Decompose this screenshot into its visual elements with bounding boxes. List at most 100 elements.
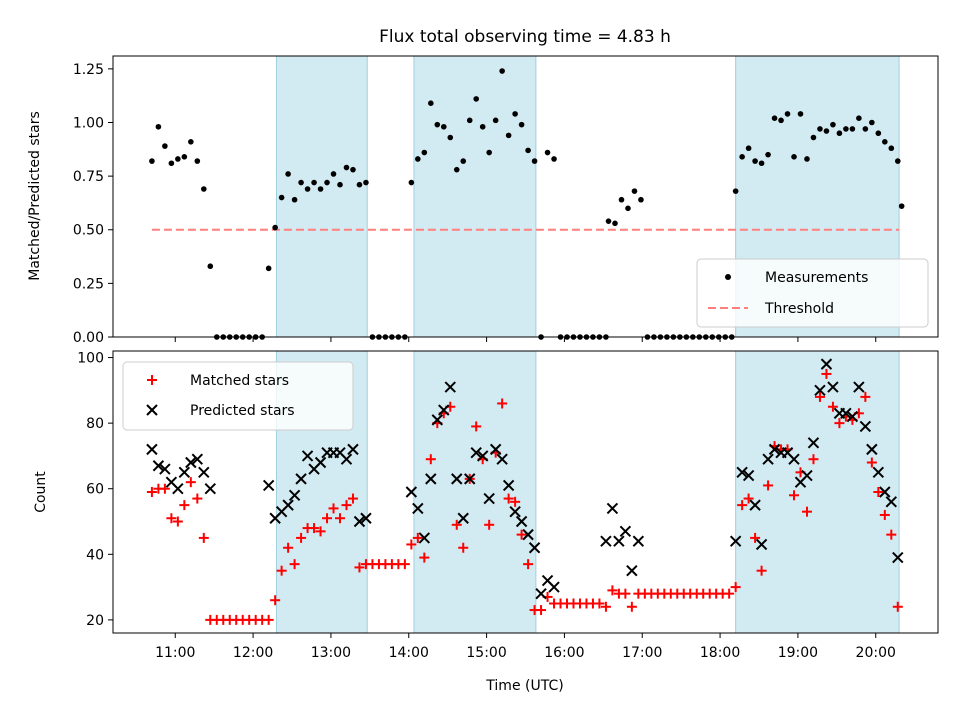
predicted-star-point — [827, 381, 839, 393]
measurement-point — [324, 179, 330, 186]
legend-measurements-label: Measurements — [765, 270, 868, 286]
matched-star-point — [309, 523, 320, 534]
matched-star-point — [789, 490, 800, 501]
measurement-point — [207, 263, 214, 270]
top-legend-box — [696, 258, 929, 328]
predicted-star-point — [451, 473, 463, 485]
bottom-y-tick-label: 80 — [86, 416, 104, 432]
predicted-star-point — [360, 512, 372, 524]
measurement-point — [804, 156, 810, 162]
matched-star-point — [471, 421, 482, 432]
predicted-star-point-b — [600, 535, 612, 547]
predicted-star-point-b — [418, 532, 431, 544]
predicted-star-point-b — [853, 381, 865, 393]
measurement-point — [486, 149, 492, 156]
measurement-point — [784, 111, 791, 117]
predicted-star-point-b — [347, 443, 359, 456]
predicted-star-point-b — [749, 499, 761, 511]
bottom-legend-box — [122, 361, 354, 431]
predicted-star-point — [282, 499, 294, 511]
predicted-star-point-b — [185, 456, 197, 469]
matched-star-point — [827, 401, 838, 412]
predicted-star-point — [146, 443, 158, 456]
predicted-star-point — [846, 410, 859, 423]
predicted-star-point — [729, 535, 742, 547]
predicted-star-point — [353, 515, 366, 528]
predicted-star-point — [340, 453, 353, 465]
measurement-point — [551, 156, 557, 162]
predicted-star-point-b — [535, 587, 547, 600]
predicted-star-point-b — [509, 505, 521, 518]
measurement-point — [631, 188, 638, 194]
legend-predicted-cross-b — [146, 404, 158, 416]
measurement-point — [479, 123, 486, 130]
matched-star-point — [600, 601, 611, 612]
predicted-star-point — [606, 502, 619, 515]
matched-star-point — [451, 519, 462, 530]
predicted-star-point — [859, 420, 872, 433]
predicted-star-point — [853, 381, 865, 393]
matched-star-point — [594, 598, 605, 609]
matched-star-point — [879, 509, 890, 520]
predicted-star-point-b — [152, 460, 165, 472]
predicted-star-point-b — [288, 489, 301, 501]
x-tick-label: 14:00 — [389, 645, 429, 661]
measurement-point — [638, 196, 644, 203]
matched-star-point — [821, 368, 832, 379]
predicted-star-point-b — [262, 479, 275, 492]
bottom-observing-band — [735, 350, 900, 634]
predicted-star-point — [489, 443, 502, 456]
bottom-y-tick-label: 60 — [86, 482, 104, 498]
matched-star-point — [192, 493, 203, 504]
predicted-star-point-b — [444, 381, 456, 393]
matched-star-point — [756, 565, 767, 576]
predicted-star-point-b — [464, 473, 476, 485]
measurement-point — [531, 158, 538, 164]
predicted-star-point-b — [613, 535, 625, 547]
predicted-star-point-b — [762, 453, 774, 465]
predicted-star-point-b — [191, 453, 204, 465]
measurement-point — [201, 186, 207, 192]
predicted-star-point — [522, 528, 534, 541]
predicted-star-point — [742, 469, 755, 482]
matched-star-point — [886, 529, 897, 540]
matched-star-point — [724, 588, 735, 599]
predicted-star-point — [191, 453, 204, 465]
predicted-star-point-b — [301, 450, 314, 462]
measurement-point — [771, 115, 778, 122]
bottom-y-tick-label: 100 — [77, 351, 104, 367]
measurement-point — [350, 166, 356, 173]
matched-star-point — [146, 487, 157, 497]
matched-star-point — [866, 457, 877, 468]
predicted-star-point-b — [820, 358, 833, 370]
measurement-point — [356, 181, 363, 188]
matched-star-point — [406, 539, 417, 550]
predicted-star-point-b — [451, 473, 463, 485]
x-tick-label: 20:00 — [856, 645, 896, 661]
top-panel: 0.00 0.25 0.50 0.75 1.00 1.25 Matched/Predict… — [27, 55, 939, 346]
measurement-point — [440, 123, 447, 130]
matched-star-point — [335, 513, 346, 524]
x-axis-label: Time (UTC) — [485, 678, 563, 694]
predicted-star-point-b — [282, 499, 294, 511]
measurement-point — [732, 188, 739, 194]
top-y-tick-label: 0.00 — [73, 330, 104, 346]
measurement-point — [856, 115, 862, 122]
predicted-star-point-b — [502, 479, 515, 492]
measurement-point — [869, 119, 875, 126]
measurement-point — [758, 160, 765, 167]
predicted-star-point-b — [522, 528, 534, 541]
measurement-point — [460, 158, 467, 164]
predicted-star-point — [431, 414, 443, 426]
predicted-star-point — [288, 489, 301, 501]
predicted-star-point-b — [412, 502, 424, 515]
predicted-star-point — [768, 443, 781, 456]
predicted-star-point — [515, 515, 528, 528]
predicted-star-point-b — [334, 446, 346, 459]
measurement-point — [836, 130, 843, 137]
predicted-star-point-b — [172, 483, 184, 495]
x-tick-label: 17:00 — [622, 645, 662, 661]
matched-star-point — [354, 562, 365, 573]
predicted-star-point-b — [606, 502, 619, 515]
bottom-observing-band — [413, 350, 537, 634]
